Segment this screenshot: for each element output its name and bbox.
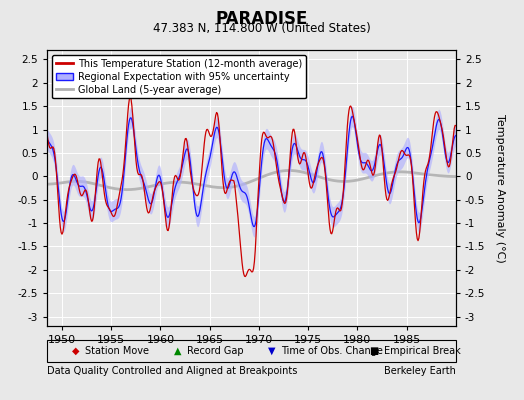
Text: Berkeley Earth: Berkeley Earth: [384, 366, 456, 376]
Text: Station Move: Station Move: [85, 346, 149, 356]
Text: Empirical Break: Empirical Break: [384, 346, 460, 356]
Text: Time of Obs. Change: Time of Obs. Change: [281, 346, 383, 356]
Text: Data Quality Controlled and Aligned at Breakpoints: Data Quality Controlled and Aligned at B…: [47, 366, 298, 376]
Text: PARADISE: PARADISE: [216, 10, 308, 28]
Text: ■: ■: [369, 346, 379, 356]
Text: ▲: ▲: [174, 346, 182, 356]
Legend: This Temperature Station (12-month average), Regional Expectation with 95% uncer: This Temperature Station (12-month avera…: [52, 55, 307, 98]
Text: ◆: ◆: [72, 346, 80, 356]
Text: 47.383 N, 114.800 W (United States): 47.383 N, 114.800 W (United States): [153, 22, 371, 35]
Text: ▼: ▼: [268, 346, 276, 356]
Y-axis label: Temperature Anomaly (°C): Temperature Anomaly (°C): [495, 114, 505, 262]
Text: Record Gap: Record Gap: [188, 346, 244, 356]
